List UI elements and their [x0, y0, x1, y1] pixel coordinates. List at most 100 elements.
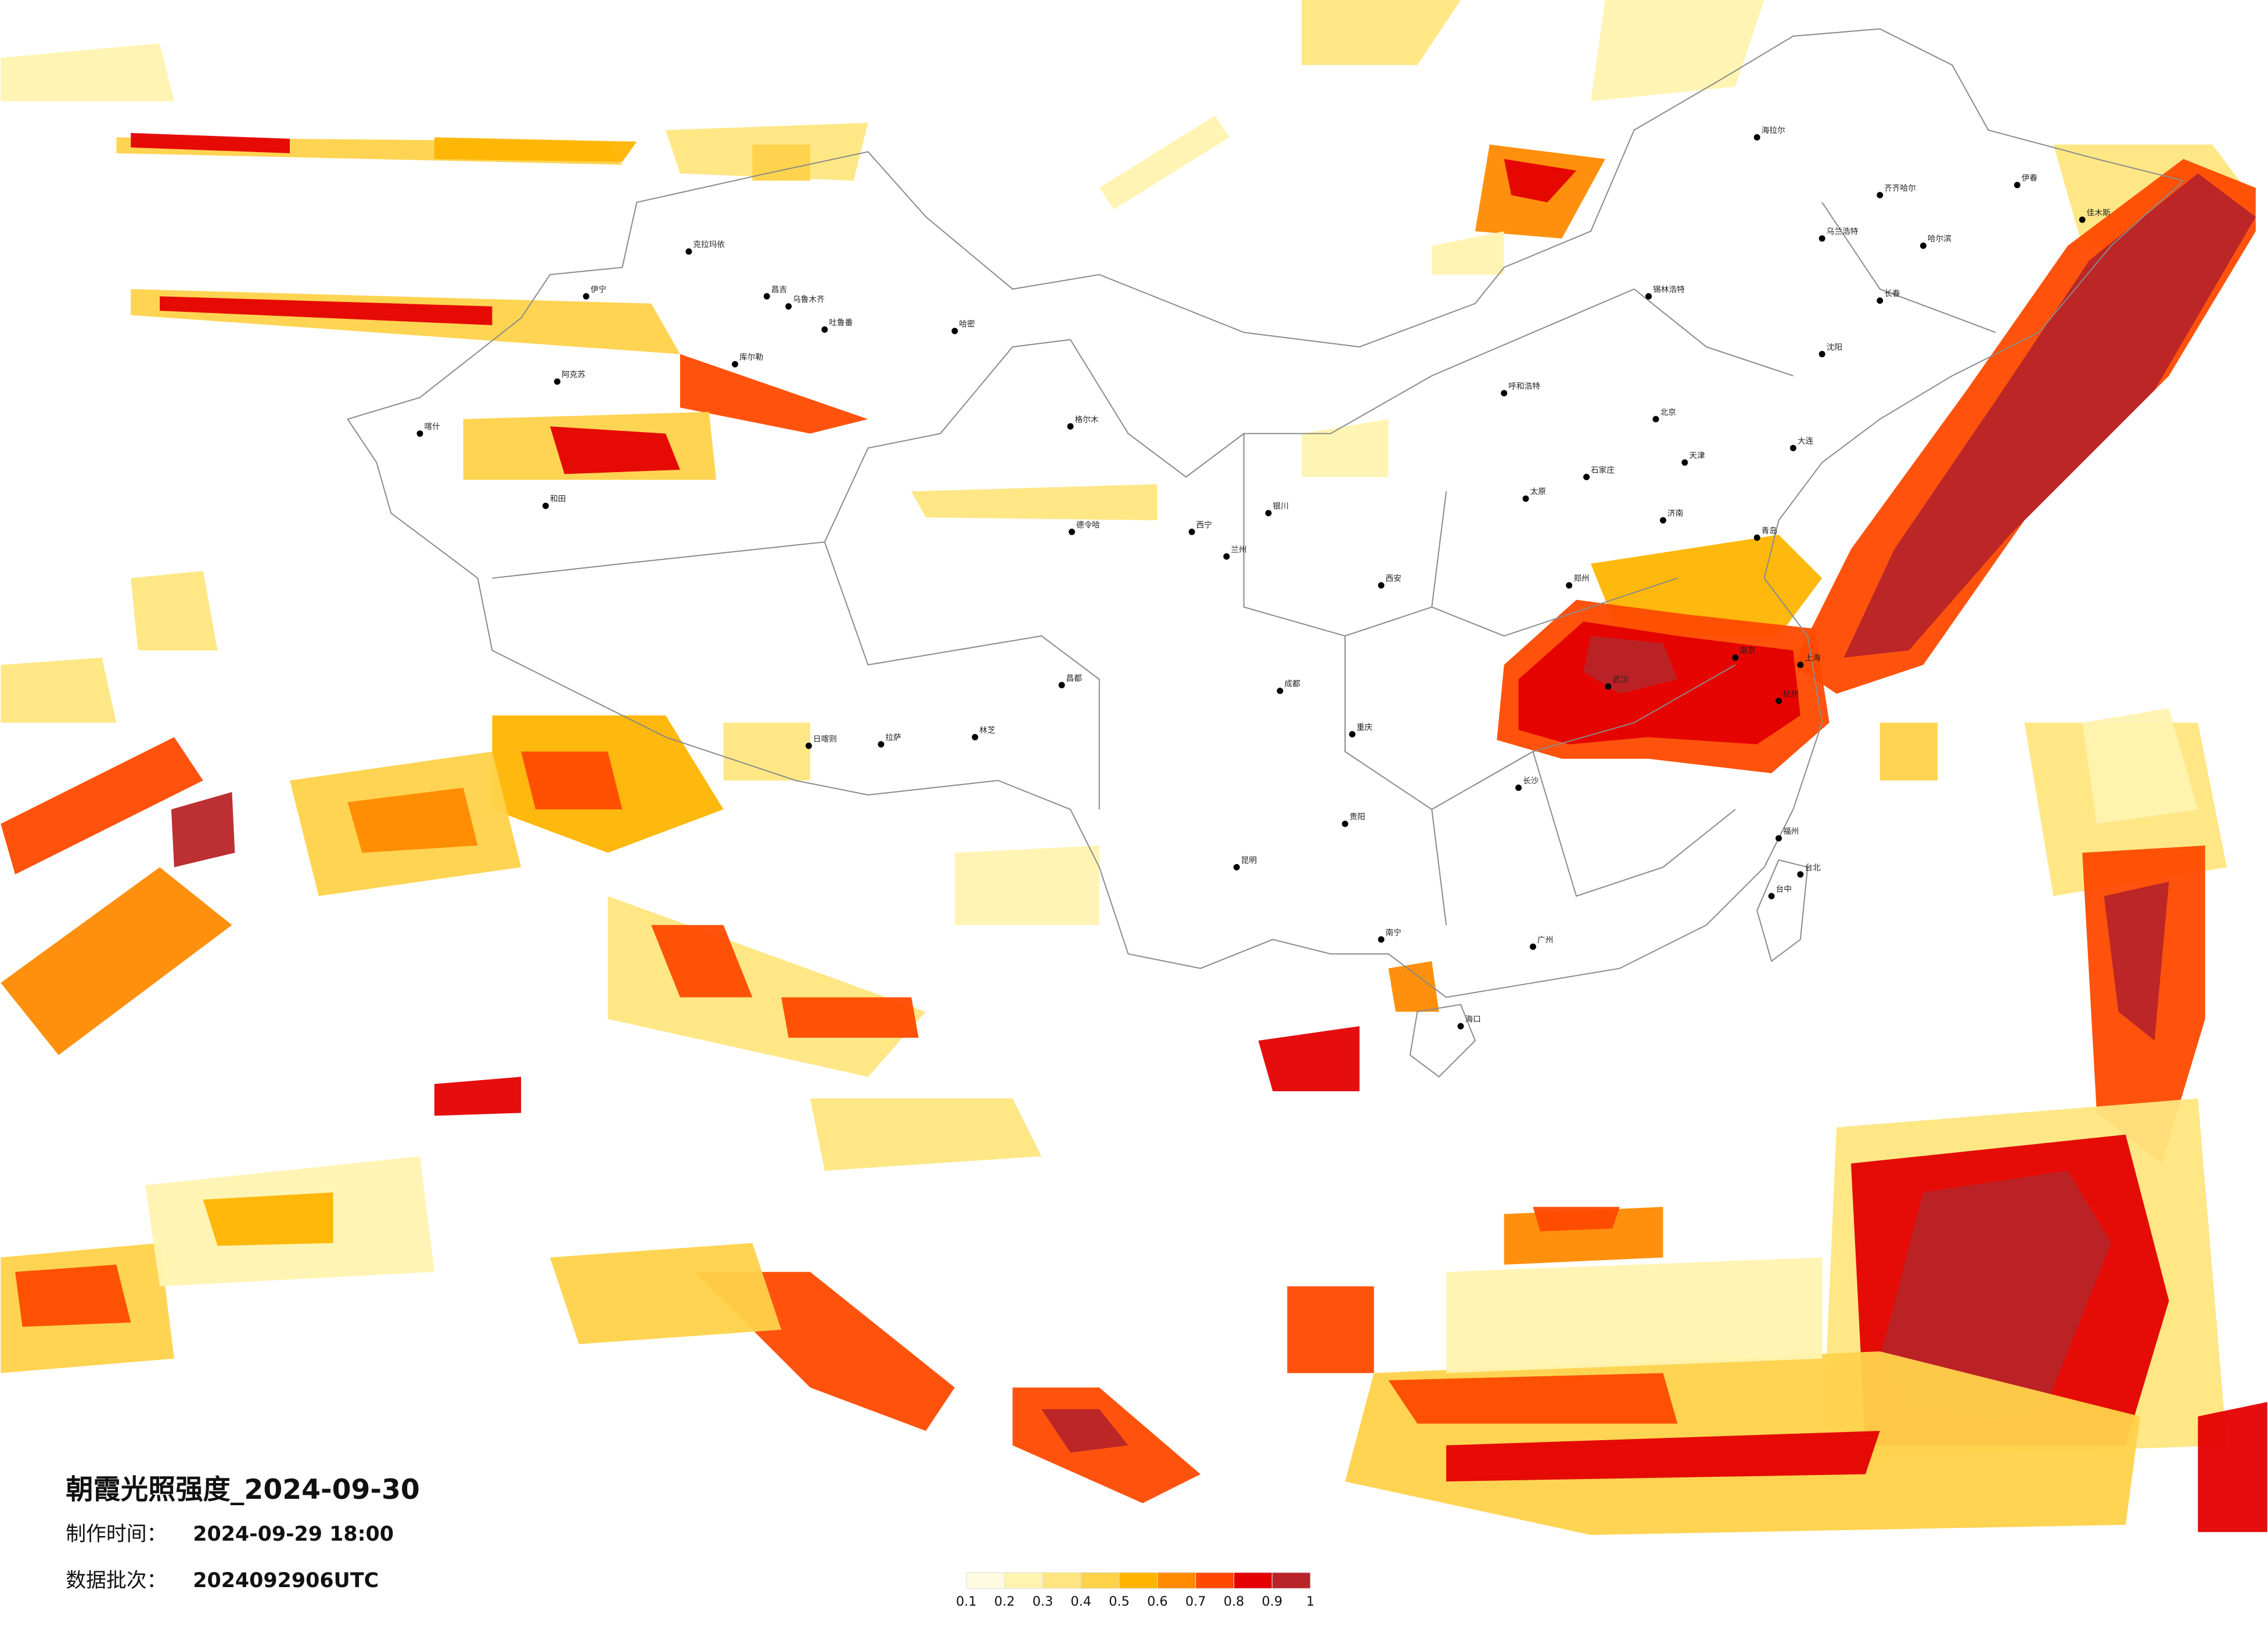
heat-area	[1041, 1409, 1128, 1453]
city-label: 台北	[1805, 863, 1821, 872]
heat-area	[521, 751, 623, 810]
city-label: 伊春	[2022, 174, 2038, 183]
city-dot	[1775, 835, 1782, 842]
heat-area	[911, 484, 1158, 520]
city-label: 成都	[1284, 679, 1300, 689]
city-dot	[1233, 864, 1240, 870]
city-label: 广州	[1537, 936, 1553, 945]
city-dot	[1818, 235, 1825, 242]
heat-area	[434, 137, 637, 162]
city-dot	[878, 741, 885, 748]
city-label: 拉萨	[885, 733, 901, 742]
city-dot	[1378, 582, 1385, 589]
city-label: 长春	[1884, 289, 1900, 298]
heat-area	[434, 1077, 522, 1116]
city-dot	[1659, 517, 1666, 524]
heat-area	[954, 846, 1099, 925]
heat-area	[1, 43, 174, 102]
city-label: 阿克苏	[562, 370, 585, 380]
legend-tick-label: 1	[1306, 1594, 1314, 1609]
city-dot	[732, 361, 739, 368]
city-dot	[972, 733, 979, 740]
city-dot	[1652, 416, 1659, 423]
heat-area	[1388, 961, 1439, 1012]
city-label: 沈阳	[1827, 343, 1842, 352]
city-dot	[1732, 654, 1739, 661]
city-dot	[1920, 242, 1926, 249]
city-label: 哈尔滨	[1928, 235, 1951, 244]
heat-area	[131, 132, 290, 153]
city-dot	[1277, 688, 1284, 695]
heat-area	[1583, 636, 1678, 694]
heat-area	[203, 1192, 333, 1246]
city-label: 昌都	[1066, 674, 1083, 683]
city-dot	[1342, 821, 1349, 828]
made-time-value: 2024-09-29 18:00	[193, 1523, 394, 1546]
city-label: 吐鲁番	[829, 318, 853, 328]
city-dot	[1566, 582, 1573, 589]
heat-area	[1590, 0, 1764, 102]
legend-tick-label: 0.5	[1109, 1594, 1130, 1609]
city-dot	[1583, 473, 1590, 480]
heat-area	[171, 792, 235, 868]
city-dot	[2014, 182, 2021, 189]
city-dot	[1775, 697, 1782, 704]
heat-area	[549, 1243, 782, 1344]
city-dot	[821, 326, 828, 333]
heat-area	[752, 144, 810, 181]
city-dot	[763, 293, 770, 300]
city-dot	[1529, 943, 1536, 950]
city-label: 银川	[1273, 502, 1288, 511]
city-dot	[1457, 1023, 1464, 1030]
legend-swatch	[1042, 1572, 1081, 1589]
city-label: 济南	[1667, 509, 1683, 519]
city-dot	[583, 293, 590, 300]
legend-tick-label: 0.4	[1070, 1594, 1091, 1609]
heat-area	[1, 657, 117, 723]
city-dot	[1789, 445, 1796, 452]
city-label: 兰州	[1231, 545, 1246, 555]
legend-swatch	[1271, 1572, 1311, 1589]
city-dot	[1515, 784, 1522, 791]
city-label: 青岛	[1762, 526, 1777, 535]
city-label: 格尔木	[1074, 415, 1098, 425]
heat-area	[1843, 173, 2256, 658]
legend-tick-label: 0.8	[1224, 1594, 1245, 1609]
city-dot	[1501, 390, 1508, 397]
legend-tick-label: 0.7	[1185, 1594, 1206, 1609]
city-label: 克拉玛依	[693, 240, 725, 250]
legend-swatch	[1195, 1572, 1235, 1589]
heat-area	[15, 1264, 131, 1327]
made-time-label: 制作时间：	[66, 1523, 167, 1546]
city-label: 西安	[1386, 574, 1401, 584]
city-label: 海拉尔	[1762, 126, 1785, 135]
heat-area	[810, 1098, 1042, 1171]
city-label: 上海	[1805, 653, 1821, 663]
legend-swatch	[1119, 1572, 1158, 1589]
city-dot	[785, 303, 792, 310]
city-label: 郑州	[1573, 574, 1589, 584]
city-dot	[1265, 510, 1272, 517]
legend-swatch	[1004, 1572, 1043, 1589]
heat-layer	[1, 0, 2267, 1535]
city-label: 台中	[1776, 885, 1792, 894]
city-label: 长沙	[1523, 776, 1539, 786]
city-dot	[685, 248, 692, 255]
city-dot	[1877, 192, 1884, 199]
map-title: 朝霞光照强度_2024-09-30	[66, 1474, 420, 1506]
city-label: 武汉	[1612, 675, 1629, 685]
heat-area	[781, 997, 919, 1038]
city-dot	[806, 742, 812, 749]
province-border	[492, 202, 1996, 926]
heat-area	[1258, 1026, 1360, 1092]
city-label: 太原	[1530, 487, 1545, 497]
city-label: 伊宁	[591, 285, 606, 294]
legend-swatch	[1080, 1572, 1120, 1589]
city-label: 林芝	[979, 726, 995, 735]
city-label: 喀什	[424, 422, 440, 431]
city-dot	[1188, 528, 1195, 535]
city-dot	[1797, 871, 1804, 878]
city-label: 德令哈	[1076, 520, 1100, 530]
